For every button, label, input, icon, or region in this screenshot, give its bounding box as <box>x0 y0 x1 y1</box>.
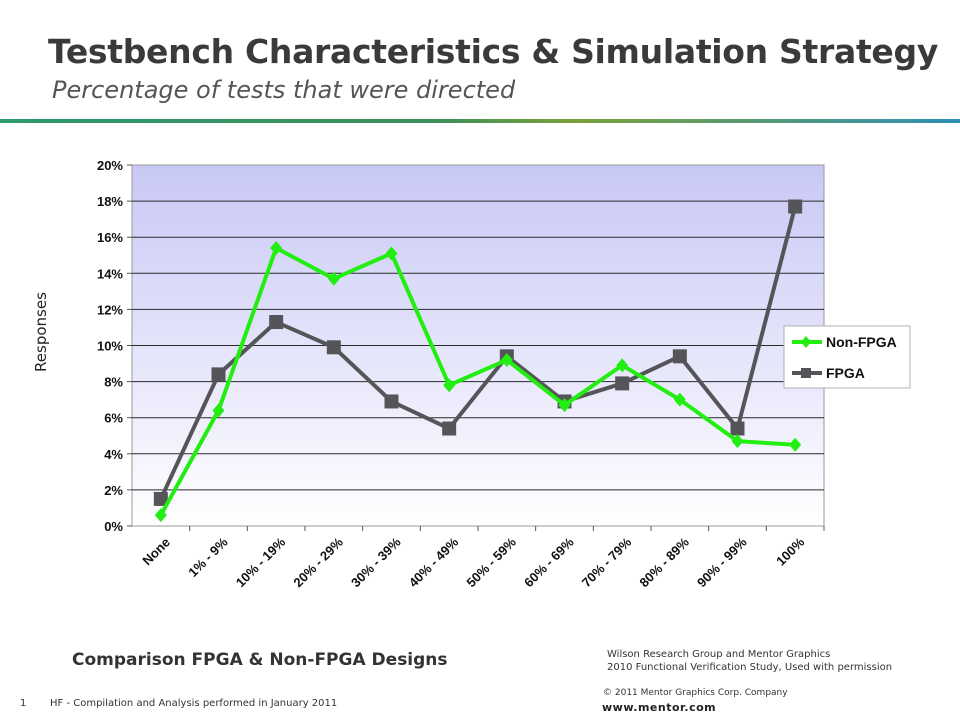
y-tick-label: 12% <box>97 302 123 317</box>
x-tick-label: 40% - 49% <box>406 534 462 590</box>
y-tick-label: 14% <box>97 266 123 281</box>
x-tick-label: 80% - 89% <box>636 534 692 590</box>
data-point <box>384 394 399 409</box>
x-tick-label: 90% - 99% <box>694 534 750 590</box>
y-tick-label: 20% <box>97 158 123 173</box>
data-point <box>327 271 340 286</box>
data-point <box>443 378 456 393</box>
data-point <box>788 199 803 214</box>
line-chart: 0% 2% 4% 6% 8% 10% 12% 14% 16% 18% 20% None 1% - 9%… <box>32 158 911 590</box>
slide-subtitle: Percentage of tests that were directed <box>52 76 516 104</box>
x-tick-label: None <box>139 535 173 569</box>
data-point <box>673 392 686 407</box>
data-point <box>442 421 457 436</box>
credit-line-1: Wilson Research Group and Mentor Graphic… <box>607 649 831 660</box>
data-point <box>385 246 398 261</box>
data-point <box>500 352 513 367</box>
y-axis-label: Responses <box>32 292 50 372</box>
website-link[interactable]: www.mentor.com <box>602 701 717 714</box>
data-point <box>789 437 802 452</box>
series-layer <box>153 199 803 523</box>
series-line-non-fpga <box>159 246 796 517</box>
y-axis-ticks: 0% 2% 4% 6% 8% 10% 12% 14% 16% 18% 20% <box>97 158 123 534</box>
footer-note: HF - Compilation and Analysis performed … <box>50 698 338 709</box>
legend-label: Non-FPGA <box>826 334 897 350</box>
data-point <box>616 358 629 373</box>
data-point <box>211 367 226 382</box>
data-point <box>212 403 225 418</box>
legend: Non-FPGA FPGA <box>792 334 897 381</box>
data-point <box>269 315 284 330</box>
x-axis-ticks: None 1% - 9% 10% - 19% 20% - 29% 30% - 39% 40… <box>139 526 825 590</box>
chart-caption: Comparison FPGA & Non-FPGA Designs <box>72 650 448 670</box>
x-tick-label: 60% - 69% <box>521 534 577 590</box>
y-tick-label: 2% <box>104 483 123 498</box>
data-point <box>326 340 341 355</box>
data-point <box>672 349 687 364</box>
y-tick-label: 8% <box>104 375 123 390</box>
data-point <box>153 491 168 506</box>
data-point <box>615 376 630 391</box>
data-point <box>270 241 283 256</box>
x-tick-label: 30% - 39% <box>348 534 404 590</box>
data-point <box>730 421 745 436</box>
y-tick-label: 4% <box>104 447 123 462</box>
data-point <box>731 434 744 449</box>
x-tick-label: 70% - 79% <box>579 534 635 590</box>
slide-title: Testbench Characteristics & Simulation S… <box>48 32 939 71</box>
title-divider <box>0 119 960 123</box>
y-tick-label: 16% <box>97 230 123 245</box>
page-number: 1 <box>20 698 27 709</box>
credit-text: Wilson Research Group and Mentor Graphic… <box>607 648 937 674</box>
y-tick-label: 0% <box>104 519 123 534</box>
y-tick-label: 6% <box>104 411 123 426</box>
y-tick-label: 10% <box>97 339 123 354</box>
legend-label: FPGA <box>826 365 865 381</box>
legend-marker <box>801 368 811 378</box>
series-line-fpga <box>159 206 798 500</box>
x-tick-label: 100% <box>773 534 807 568</box>
credit-line-2: 2010 Functional Verification Study, Used… <box>607 662 893 673</box>
data-point <box>558 398 571 413</box>
x-tick-label: 50% - 59% <box>463 534 519 590</box>
x-tick-label: 20% - 29% <box>290 534 346 590</box>
copyright-text: © 2011 Mentor Graphics Corp. Company <box>603 688 788 698</box>
x-tick-label: 10% - 19% <box>233 534 289 590</box>
data-point <box>154 508 167 523</box>
x-tick-label: 1% - 9% <box>185 534 231 580</box>
y-tick-label: 18% <box>97 194 123 209</box>
legend-marker <box>801 336 811 348</box>
gridlines <box>127 164 824 527</box>
